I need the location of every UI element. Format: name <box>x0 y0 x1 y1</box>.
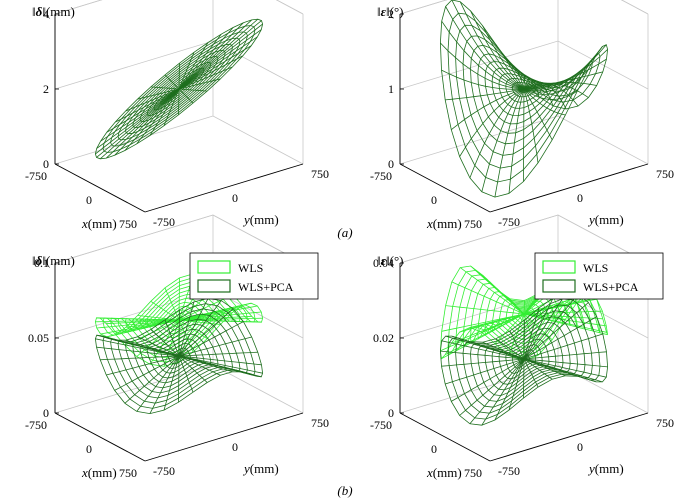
panel-a-right-xlabel: x(mm) <box>426 216 462 231</box>
panel-a-left-xtick-label: 750 <box>119 217 137 231</box>
panel-b-left-legend-swatch <box>197 260 231 274</box>
panel-a-left-ztick-label: 2 <box>43 82 49 96</box>
panel-b-left-ztick-label: 0.05 <box>28 331 49 345</box>
panel-b-left-ztick-label: 0 <box>43 406 49 420</box>
panel-b-left-ytick-label: 0 <box>232 440 238 454</box>
panel-a-right-ztick-label: 1 <box>388 82 394 96</box>
panel-b-right-legend-label: WLS <box>583 261 608 275</box>
panel-a-right-zlabel: ‖ε‖(°) <box>377 4 404 19</box>
panel-a-left-ztick-label: 4 <box>43 7 49 21</box>
panel-b-right-legend-label: WLS+PCA <box>583 280 639 294</box>
panel-b-right-ytick-label: -750 <box>498 464 520 478</box>
panel-b-left-ylabel: y(mm) <box>242 461 279 476</box>
panel-b-right-zlabel: ‖ε‖(°) <box>377 253 404 268</box>
caption-a: (a) <box>337 225 352 240</box>
panel-a-left-box <box>54 0 304 165</box>
panel-a-left-xlabel: x(mm) <box>81 216 117 231</box>
panel-b-left-legend-label: WLS+PCA <box>238 280 294 294</box>
panel-a-left-xtick-label: 0 <box>86 193 92 207</box>
panel-b-left-ztick-label: 0.1 <box>34 256 49 270</box>
panel-a-right-ztick-label: 0 <box>388 157 394 171</box>
panel-a-right-ytick-label: 750 <box>656 167 674 181</box>
panel-b-right-ztick-label: 0 <box>388 406 394 420</box>
panel-b-left-legend: WLS WLS+PCA <box>189 252 319 300</box>
panel-a-left-ztick-label: 0 <box>43 157 49 171</box>
panel-a-right-surface-main <box>439 0 609 198</box>
panel-b-left-xtick-label: 750 <box>119 466 137 480</box>
panel-a-right-xtick-label: 0 <box>431 193 437 207</box>
panel-b-left-ytick-label: -750 <box>153 464 175 478</box>
panel-a-right-ylabel: y(mm) <box>587 212 624 227</box>
panel-b-right-xlabel: x(mm) <box>426 465 462 480</box>
panel-a-left-ytick-label: 750 <box>311 167 329 181</box>
panel-b-right-legend-swatch <box>542 279 576 293</box>
panel-b-right-legend: WLS WLS+PCA <box>534 252 664 300</box>
panel-b-left-legend-label: WLS <box>238 261 263 275</box>
panel-b-left-xlabel: x(mm) <box>81 465 117 480</box>
panel-b-right-surface-wls-pca <box>439 292 609 426</box>
panel-b-right-xtick-label: 0 <box>431 442 437 456</box>
panel-a-left-ytick-label: 0 <box>232 191 238 205</box>
panel-a-left-zlabel: ‖δ‖(mm) <box>32 4 75 19</box>
caption-b: (b) <box>337 483 352 498</box>
panel-b-left-zlabel: ‖δ‖(mm) <box>32 253 75 268</box>
panel-b-left-legend-swatch <box>197 279 231 293</box>
panel-a-left-ytick-label: -750 <box>153 215 175 229</box>
panel-a-left-ylabel: y(mm) <box>242 212 279 227</box>
panel-b-right-legend-swatch <box>542 260 576 274</box>
panel-b-right-ytick-label: 0 <box>577 440 583 454</box>
panel-b-right-ztick-label: 0.02 <box>373 331 394 345</box>
panel-b-left-ytick-label: 750 <box>311 416 329 430</box>
panel-a-right-ytick-label: -750 <box>498 215 520 229</box>
panel-b-right-xtick-label: 750 <box>464 466 482 480</box>
panel-a-left-surface-main <box>94 18 264 160</box>
panel-a-right-xtick-label: 750 <box>464 217 482 231</box>
panel-b-left-xtick-label: -750 <box>25 418 47 432</box>
panel-a-left-axes <box>54 14 304 213</box>
panel-a-right-ytick-label: 0 <box>577 191 583 205</box>
panel-a-right-ztick-label: 2 <box>388 7 394 21</box>
panel-b-right-ztick-label: 0.04 <box>373 256 394 270</box>
panel-b-left-xtick-label: 0 <box>86 442 92 456</box>
panel-b-left-surface-wls-pca <box>94 297 264 415</box>
panel-b-right-ytick-label: 750 <box>656 416 674 430</box>
panel-b-right-ylabel: y(mm) <box>587 461 624 476</box>
panel-b-right-xtick-label: -750 <box>370 418 392 432</box>
panel-a-left-xtick-label: -750 <box>25 169 47 183</box>
panel-a-right-xtick-label: -750 <box>370 169 392 183</box>
